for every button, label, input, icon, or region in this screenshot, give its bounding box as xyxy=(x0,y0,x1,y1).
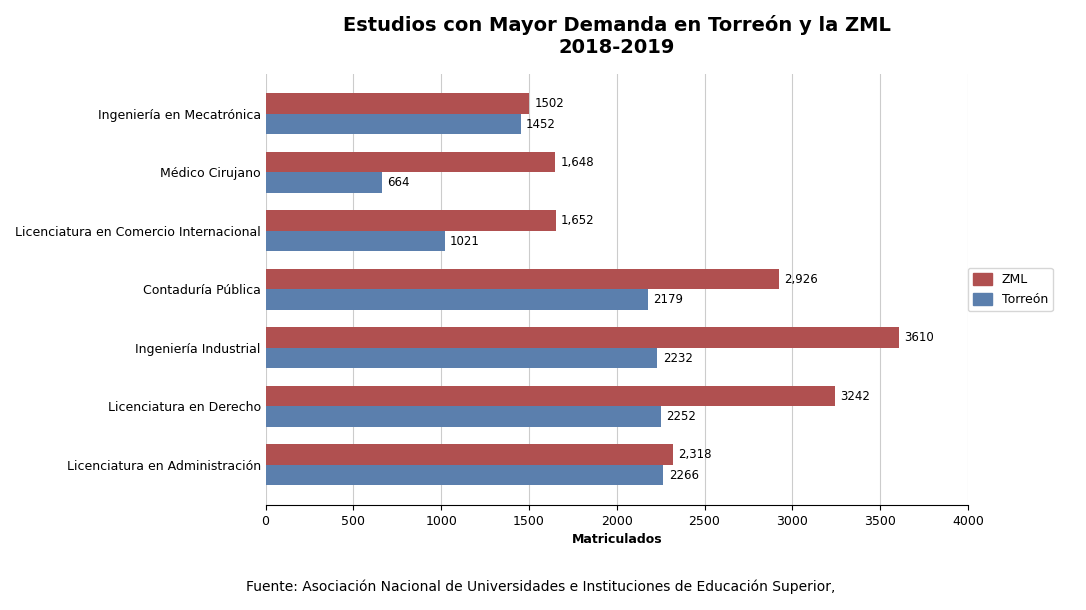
Bar xyxy=(266,465,664,486)
X-axis label: Matriculados: Matriculados xyxy=(571,533,662,546)
Bar xyxy=(266,210,556,231)
Bar xyxy=(266,289,648,310)
Text: 2,318: 2,318 xyxy=(678,448,711,461)
Text: 3610: 3610 xyxy=(905,331,934,344)
Text: 2232: 2232 xyxy=(662,351,693,365)
Text: 2179: 2179 xyxy=(654,293,683,306)
Bar xyxy=(266,348,657,368)
Text: 1,652: 1,652 xyxy=(560,214,594,227)
Bar xyxy=(266,406,661,427)
Bar xyxy=(266,269,780,289)
Title: Estudios con Mayor Demanda en Torreón y la ZML
2018-2019: Estudios con Mayor Demanda en Torreón y … xyxy=(343,15,891,57)
Text: 1502: 1502 xyxy=(534,97,565,110)
Bar xyxy=(266,231,445,251)
Text: 1452: 1452 xyxy=(526,118,556,131)
Text: 664: 664 xyxy=(388,176,409,189)
Bar xyxy=(266,93,529,114)
Text: 2,926: 2,926 xyxy=(784,273,819,285)
Bar xyxy=(266,173,382,193)
Legend: ZML, Torreón: ZML, Torreón xyxy=(968,268,1052,311)
Text: 1021: 1021 xyxy=(450,235,480,248)
Text: 2252: 2252 xyxy=(666,410,696,423)
Bar xyxy=(266,114,520,134)
Bar xyxy=(266,386,835,406)
Bar xyxy=(266,152,555,173)
Text: 3242: 3242 xyxy=(841,390,870,403)
Bar xyxy=(266,328,899,348)
Text: 2266: 2266 xyxy=(669,468,698,481)
Text: 1,648: 1,648 xyxy=(560,156,594,168)
Text: Fuente: Asociación Nacional de Universidades e Instituciones de Educación Superi: Fuente: Asociación Nacional de Universid… xyxy=(247,580,839,594)
Bar xyxy=(266,444,672,465)
